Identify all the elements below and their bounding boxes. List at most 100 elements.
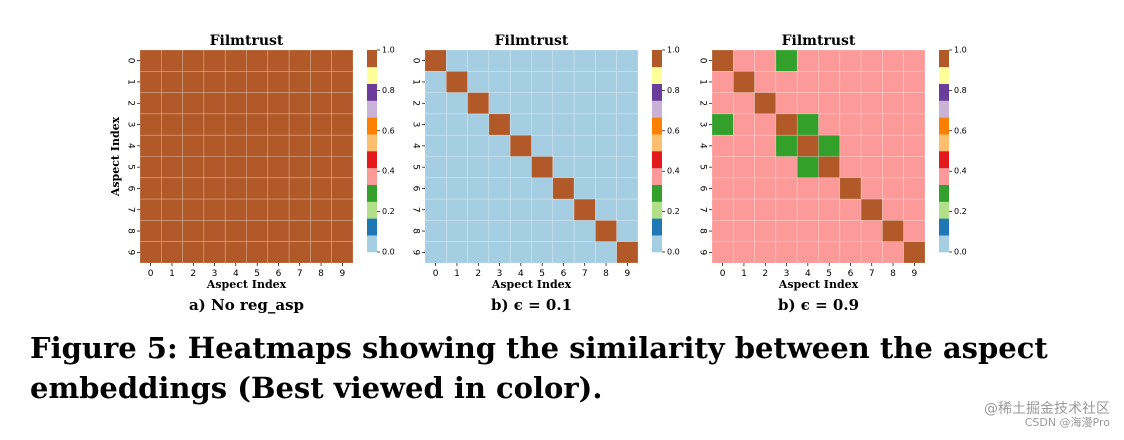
heatmap-cell bbox=[775, 156, 798, 179]
heatmap-cell bbox=[267, 49, 290, 72]
heatmap-cell bbox=[711, 220, 734, 242]
y-tick-label: 7 bbox=[411, 207, 421, 213]
heatmap-cell bbox=[488, 134, 511, 157]
colorbar-segment bbox=[939, 50, 949, 68]
heatmap-cell bbox=[161, 49, 183, 72]
heatmap-cell bbox=[711, 177, 734, 200]
heatmap-cell bbox=[488, 198, 511, 221]
heatmap-cell bbox=[573, 134, 596, 157]
y-tick-label: 4 bbox=[126, 143, 136, 149]
heatmap-cell bbox=[711, 156, 734, 179]
x-tick-label: 7 bbox=[582, 269, 588, 279]
heatmap-cell bbox=[331, 198, 354, 221]
x-tick-label: 1 bbox=[741, 269, 747, 279]
heatmap-cell bbox=[203, 92, 226, 115]
heatmap-cell bbox=[445, 134, 468, 157]
heatmap-cell bbox=[467, 241, 490, 264]
y-tick-label: 2 bbox=[698, 100, 708, 106]
heatmap-cell bbox=[754, 49, 777, 72]
heatmap-cell bbox=[818, 198, 841, 221]
heatmap-cell bbox=[246, 198, 269, 221]
x-tick-label: 6 bbox=[276, 269, 282, 279]
heatmap-cell bbox=[488, 177, 511, 200]
heatmap-cell bbox=[424, 49, 447, 72]
heatmap-cell bbox=[903, 198, 926, 221]
heatmap-cell bbox=[616, 113, 639, 136]
colorbar-segment bbox=[367, 117, 377, 135]
heatmap-cell bbox=[161, 92, 183, 115]
colorbar-segment bbox=[367, 83, 377, 101]
heatmap-cell bbox=[445, 220, 468, 242]
colorbar-segment bbox=[652, 83, 662, 101]
heatmap-cell bbox=[203, 241, 226, 264]
heatmap-cell bbox=[488, 71, 511, 93]
heatmap-cell bbox=[732, 71, 755, 93]
x-tick-label: 2 bbox=[762, 269, 768, 279]
heatmap-cell bbox=[424, 71, 447, 93]
heatmap-cell bbox=[754, 71, 777, 93]
heatmap-cell bbox=[882, 156, 905, 179]
colorbar-tick-label: 0.2 bbox=[667, 207, 680, 216]
heatmap-cell bbox=[796, 156, 819, 179]
heatmap-cell bbox=[775, 198, 798, 221]
colorbar-tick-label: 1.0 bbox=[954, 46, 967, 55]
heatmap-cell bbox=[139, 198, 162, 221]
colorbar-tick-label: 0.6 bbox=[382, 126, 395, 135]
colorbar-tick-label: 0.2 bbox=[954, 207, 967, 216]
heatmap-cell bbox=[139, 113, 162, 136]
colorbar-segment bbox=[652, 167, 662, 185]
heatmap-cell bbox=[732, 220, 755, 242]
heatmap-cell bbox=[775, 49, 798, 72]
heatmap-cell bbox=[203, 156, 226, 179]
heatmap-cell bbox=[732, 49, 755, 72]
x-tick-label: 3 bbox=[212, 269, 218, 279]
heatmap-cell bbox=[616, 71, 639, 93]
colorbar-segment bbox=[652, 50, 662, 68]
heatmap-cell bbox=[246, 177, 269, 200]
heatmap-cell bbox=[224, 156, 247, 179]
colorbar-segment bbox=[652, 134, 662, 152]
colorbar-segment bbox=[939, 201, 949, 219]
heatmap-panel-2: Filmtrust 0 1 2 3 4 5 6 7 8 9 0 1 2 3 4 5 6 7 8 9 Aspect Inde… bbox=[411, 33, 680, 314]
heatmap-cell bbox=[573, 49, 596, 72]
heatmap-cell bbox=[616, 241, 639, 264]
colorbar-segment bbox=[652, 151, 662, 169]
heatmap-cell bbox=[711, 71, 734, 93]
heatmap-cell bbox=[267, 220, 290, 242]
heatmap-cell bbox=[331, 49, 354, 72]
heatmap-cell bbox=[509, 198, 532, 221]
colorbar-segment bbox=[939, 218, 949, 236]
heatmap-cell bbox=[445, 198, 468, 221]
heatmap-cell bbox=[796, 241, 819, 264]
heatmap-cell bbox=[860, 71, 883, 93]
heatmap-cell bbox=[616, 92, 639, 115]
heatmap-cell bbox=[182, 92, 205, 115]
colorbar: 0.0 0.2 0.4 0.6 0.8 1.0 bbox=[367, 46, 395, 257]
heatmap-cell bbox=[331, 177, 354, 200]
heatmap-cell bbox=[509, 49, 532, 72]
heatmap-panel-3: Filmtrust 0 1 2 3 4 5 6 7 8 9 0 1 2 3 4 5 6 7 8 9 Aspect Inde… bbox=[698, 33, 967, 314]
heatmap-cell bbox=[595, 71, 618, 93]
x-tick-label: 4 bbox=[805, 269, 811, 279]
panel-subtitle: a) No reg_asp bbox=[189, 296, 304, 314]
panel-title: Filmtrust bbox=[495, 33, 569, 49]
heatmap-cell bbox=[796, 71, 819, 93]
watermark-line-1: @稀土掘金技术社区 bbox=[984, 401, 1110, 417]
heatmap-cell bbox=[775, 134, 798, 157]
heatmap-cell bbox=[711, 113, 734, 136]
heatmap-cell bbox=[860, 134, 883, 157]
x-tick-label: 7 bbox=[869, 269, 875, 279]
heatmap-cell bbox=[288, 71, 311, 93]
heatmap-cell bbox=[467, 156, 490, 179]
heatmap-cell bbox=[818, 241, 841, 264]
y-tick-label: 4 bbox=[411, 143, 421, 149]
heatmap-cell bbox=[796, 92, 819, 115]
heatmap-cell bbox=[203, 113, 226, 136]
heatmap-cell bbox=[796, 113, 819, 136]
heatmap-cell bbox=[310, 113, 332, 136]
heatmap-cell bbox=[595, 198, 618, 221]
heatmap-cell bbox=[882, 92, 905, 115]
heatmap-cell bbox=[288, 198, 311, 221]
x-tick-label: 2 bbox=[475, 269, 481, 279]
heatmap-cell bbox=[310, 49, 332, 72]
